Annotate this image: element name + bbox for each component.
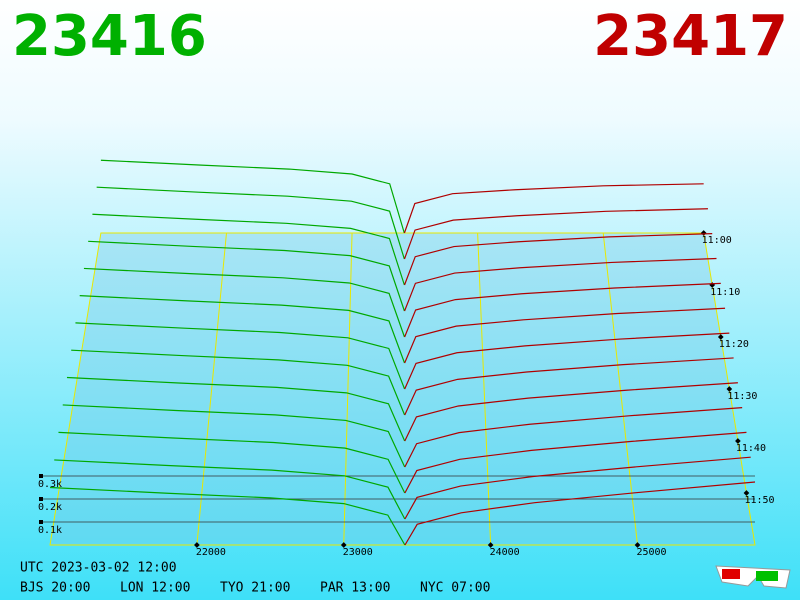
tick-mark <box>340 542 347 548</box>
tick-mark <box>634 542 641 548</box>
bid-depth-line <box>96 186 405 260</box>
bid-depth-line <box>58 431 406 494</box>
ask-depth-line <box>403 233 713 286</box>
ask-depth-line <box>404 332 730 390</box>
ask-depth-line <box>404 307 726 364</box>
best-ask: 23417 <box>593 4 788 69</box>
clock: TYO 21:00 <box>220 581 290 596</box>
ask-depth-line <box>404 481 756 546</box>
bid-depth-line <box>79 295 406 364</box>
z-tick-label: 0.3k <box>38 479 62 490</box>
glasses-icon <box>715 565 791 589</box>
time-label: 11:40 <box>736 443 766 454</box>
time-label: 11:00 <box>702 235 732 246</box>
ask-depth-line <box>404 382 738 442</box>
bid-depth-line <box>83 267 406 338</box>
bid-depth-line <box>54 459 406 520</box>
time-label: 11:10 <box>710 287 740 298</box>
z-tick-label: 0.2k <box>38 502 62 513</box>
tick-mark <box>487 542 494 548</box>
bid-depth-line <box>75 322 406 390</box>
time-label: 11:30 <box>727 391 757 402</box>
time-label: 11:50 <box>744 495 774 506</box>
bid-depth-line <box>66 376 406 442</box>
clock: BJS 20:00 <box>20 581 90 596</box>
bid-depth-line <box>92 213 405 286</box>
clock: PAR 13:00 <box>320 581 390 596</box>
time-tick <box>743 490 750 496</box>
ask-depth-line <box>404 406 743 468</box>
time-label: 11:20 <box>719 339 749 350</box>
clock: NYC 07:00 <box>420 581 490 596</box>
time-tick <box>726 386 733 392</box>
time-tick <box>735 438 741 444</box>
bid-depth-line <box>71 349 406 416</box>
utc-time: UTC 2023-03-02 12:00 <box>20 561 177 576</box>
x-tick-label: 23000 <box>343 547 373 558</box>
ask-depth-line <box>403 183 704 234</box>
ask-depth-line <box>404 257 717 312</box>
ask-depth-line <box>404 357 734 416</box>
ask-depth-line <box>404 456 751 520</box>
ask-depth-line <box>404 431 747 494</box>
bid-depth-line <box>62 404 406 468</box>
best-bid: 23416 <box>12 4 207 69</box>
grid-line <box>343 232 353 546</box>
z-tick-label: 0.1k <box>38 525 62 536</box>
tick-mark <box>39 474 43 478</box>
grid-line <box>196 232 227 546</box>
grid-line <box>477 232 492 546</box>
bid-depth-line <box>88 240 405 312</box>
bid-depth-line <box>100 159 405 234</box>
bid-depth-line <box>49 486 406 546</box>
x-tick-label: 24000 <box>490 547 520 558</box>
tick-mark <box>39 497 43 501</box>
ask-depth-line <box>403 208 708 260</box>
x-tick-label: 22000 <box>196 547 226 558</box>
floor <box>49 232 756 546</box>
x-tick-label: 25000 <box>636 547 666 558</box>
time-tick <box>717 334 724 340</box>
clock: LON 12:00 <box>120 581 190 596</box>
ask-depth-line <box>404 282 721 338</box>
plot: 22000 23000 24000 25000 0.1k 0.2k 0.3k 11:00 11:… <box>38 159 775 558</box>
tick-mark <box>39 520 43 524</box>
tick-mark <box>194 542 200 548</box>
